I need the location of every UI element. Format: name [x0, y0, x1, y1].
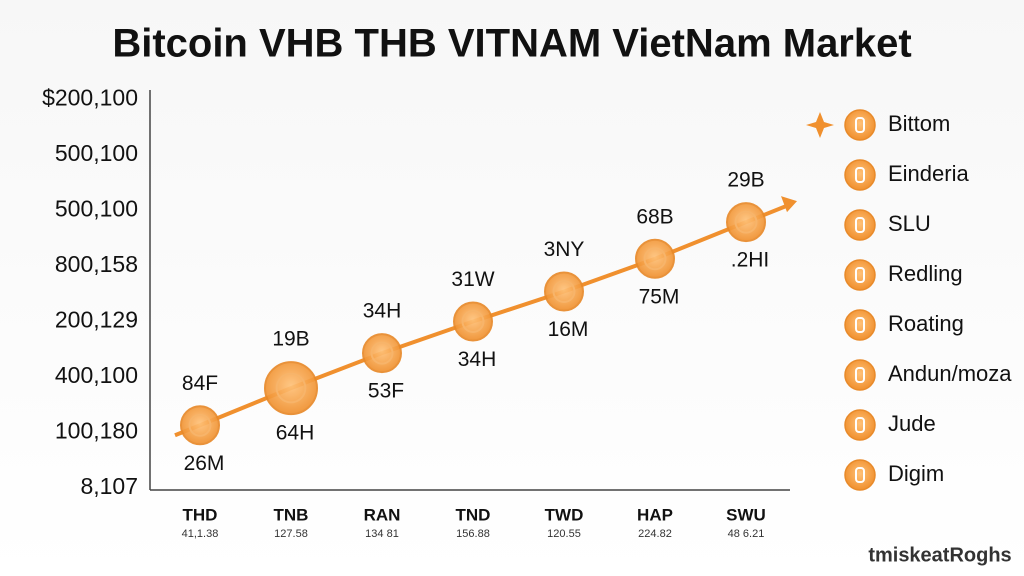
x-tick-label: RAN — [364, 505, 401, 524]
x-tick-label: TWD — [545, 505, 584, 524]
legend-icon — [844, 209, 876, 241]
legend-icon-mark — [855, 367, 865, 383]
x-tick-sublabel: 134 81 — [365, 528, 399, 540]
legend-icon-mark — [855, 267, 865, 283]
x-tick-sublabel: 120.55 — [547, 528, 581, 540]
legend-icon-mark — [855, 467, 865, 483]
label-below: 16M — [548, 318, 589, 341]
legend-icon — [844, 409, 876, 441]
point — [635, 238, 675, 279]
point-ring — [552, 280, 576, 303]
legend-icon-mark — [855, 317, 865, 333]
legend-icon-mark — [855, 217, 865, 233]
x-tick-sublabel: 127.58 — [274, 528, 308, 540]
point — [544, 271, 584, 312]
x-tick-label: THD — [183, 505, 218, 524]
legend-label: SLU — [888, 211, 931, 236]
legend-icon — [844, 309, 876, 341]
legend-icon — [844, 159, 876, 191]
legend-icon — [844, 109, 876, 141]
legend-icon-mark — [855, 417, 865, 433]
y-tick-label: 400,100 — [55, 362, 138, 388]
point-ring — [275, 372, 307, 404]
y-tick-label: 100,180 — [55, 418, 138, 444]
y-tick-label: 500,100 — [55, 196, 138, 222]
x-tick-sublabel: 156.88 — [456, 528, 490, 540]
y-tick-label: 8,107 — [80, 473, 138, 499]
y-tick-label: 500,100 — [55, 140, 138, 166]
label-below: 53F — [368, 380, 404, 403]
label-below: .2HI — [731, 249, 770, 272]
label-below: 75M — [639, 285, 680, 308]
label-above: 31W — [451, 268, 494, 291]
y-tick-label: $200,100 — [42, 85, 138, 111]
legend-label: Einderia — [888, 161, 969, 186]
watermark: tmiskeatRoghs — [868, 544, 1011, 566]
label-above: 19B — [272, 328, 309, 351]
legend-icon — [844, 359, 876, 391]
label-below: 26M — [184, 452, 225, 475]
label-above: 84F — [182, 372, 218, 395]
point — [453, 301, 493, 342]
legend-icon-mark — [855, 167, 865, 183]
legend-star — [806, 112, 834, 138]
x-tick-sublabel: 41,1.38 — [182, 528, 219, 540]
x-tick-sublabel: 48 6.21 — [728, 528, 765, 540]
legend-icon — [844, 259, 876, 291]
chart-title: Bitcoin VHB THB VITNAM VietNam Market — [112, 22, 911, 66]
x-tick-label: HAP — [637, 505, 673, 524]
label-below: 34H — [458, 348, 497, 371]
label-above: 34H — [363, 300, 402, 323]
legend-label: Digim — [888, 461, 944, 486]
point — [362, 333, 402, 374]
legend-label: Roating — [888, 311, 964, 336]
legend-label: Andun/moza — [888, 361, 1012, 386]
point-ring — [370, 341, 394, 365]
x-tick-label: SWU — [726, 505, 766, 524]
point — [726, 202, 766, 243]
legend-label: Jude — [888, 411, 936, 436]
legend-label: Redling — [888, 261, 963, 286]
legend-label: Bittom — [888, 111, 950, 136]
x-tick-label: TND — [456, 505, 491, 524]
label-above: 3NY — [544, 238, 585, 261]
point-ring — [643, 247, 667, 271]
point-ring — [734, 210, 758, 234]
arrow-head — [781, 196, 797, 213]
point — [264, 361, 318, 416]
label-above: 29B — [727, 169, 764, 192]
x-tick-label: TNB — [274, 505, 309, 524]
legend-icon-mark — [855, 117, 865, 133]
y-tick-label: 800,158 — [55, 251, 138, 277]
x-tick-sublabel: 224.82 — [638, 528, 672, 540]
legend-icon — [844, 459, 876, 491]
point-ring — [188, 413, 212, 437]
label-above: 68B — [636, 205, 673, 228]
point-ring — [461, 310, 485, 333]
label-below: 64H — [276, 422, 315, 445]
point — [180, 405, 220, 446]
y-tick-label: 200,129 — [55, 307, 138, 333]
